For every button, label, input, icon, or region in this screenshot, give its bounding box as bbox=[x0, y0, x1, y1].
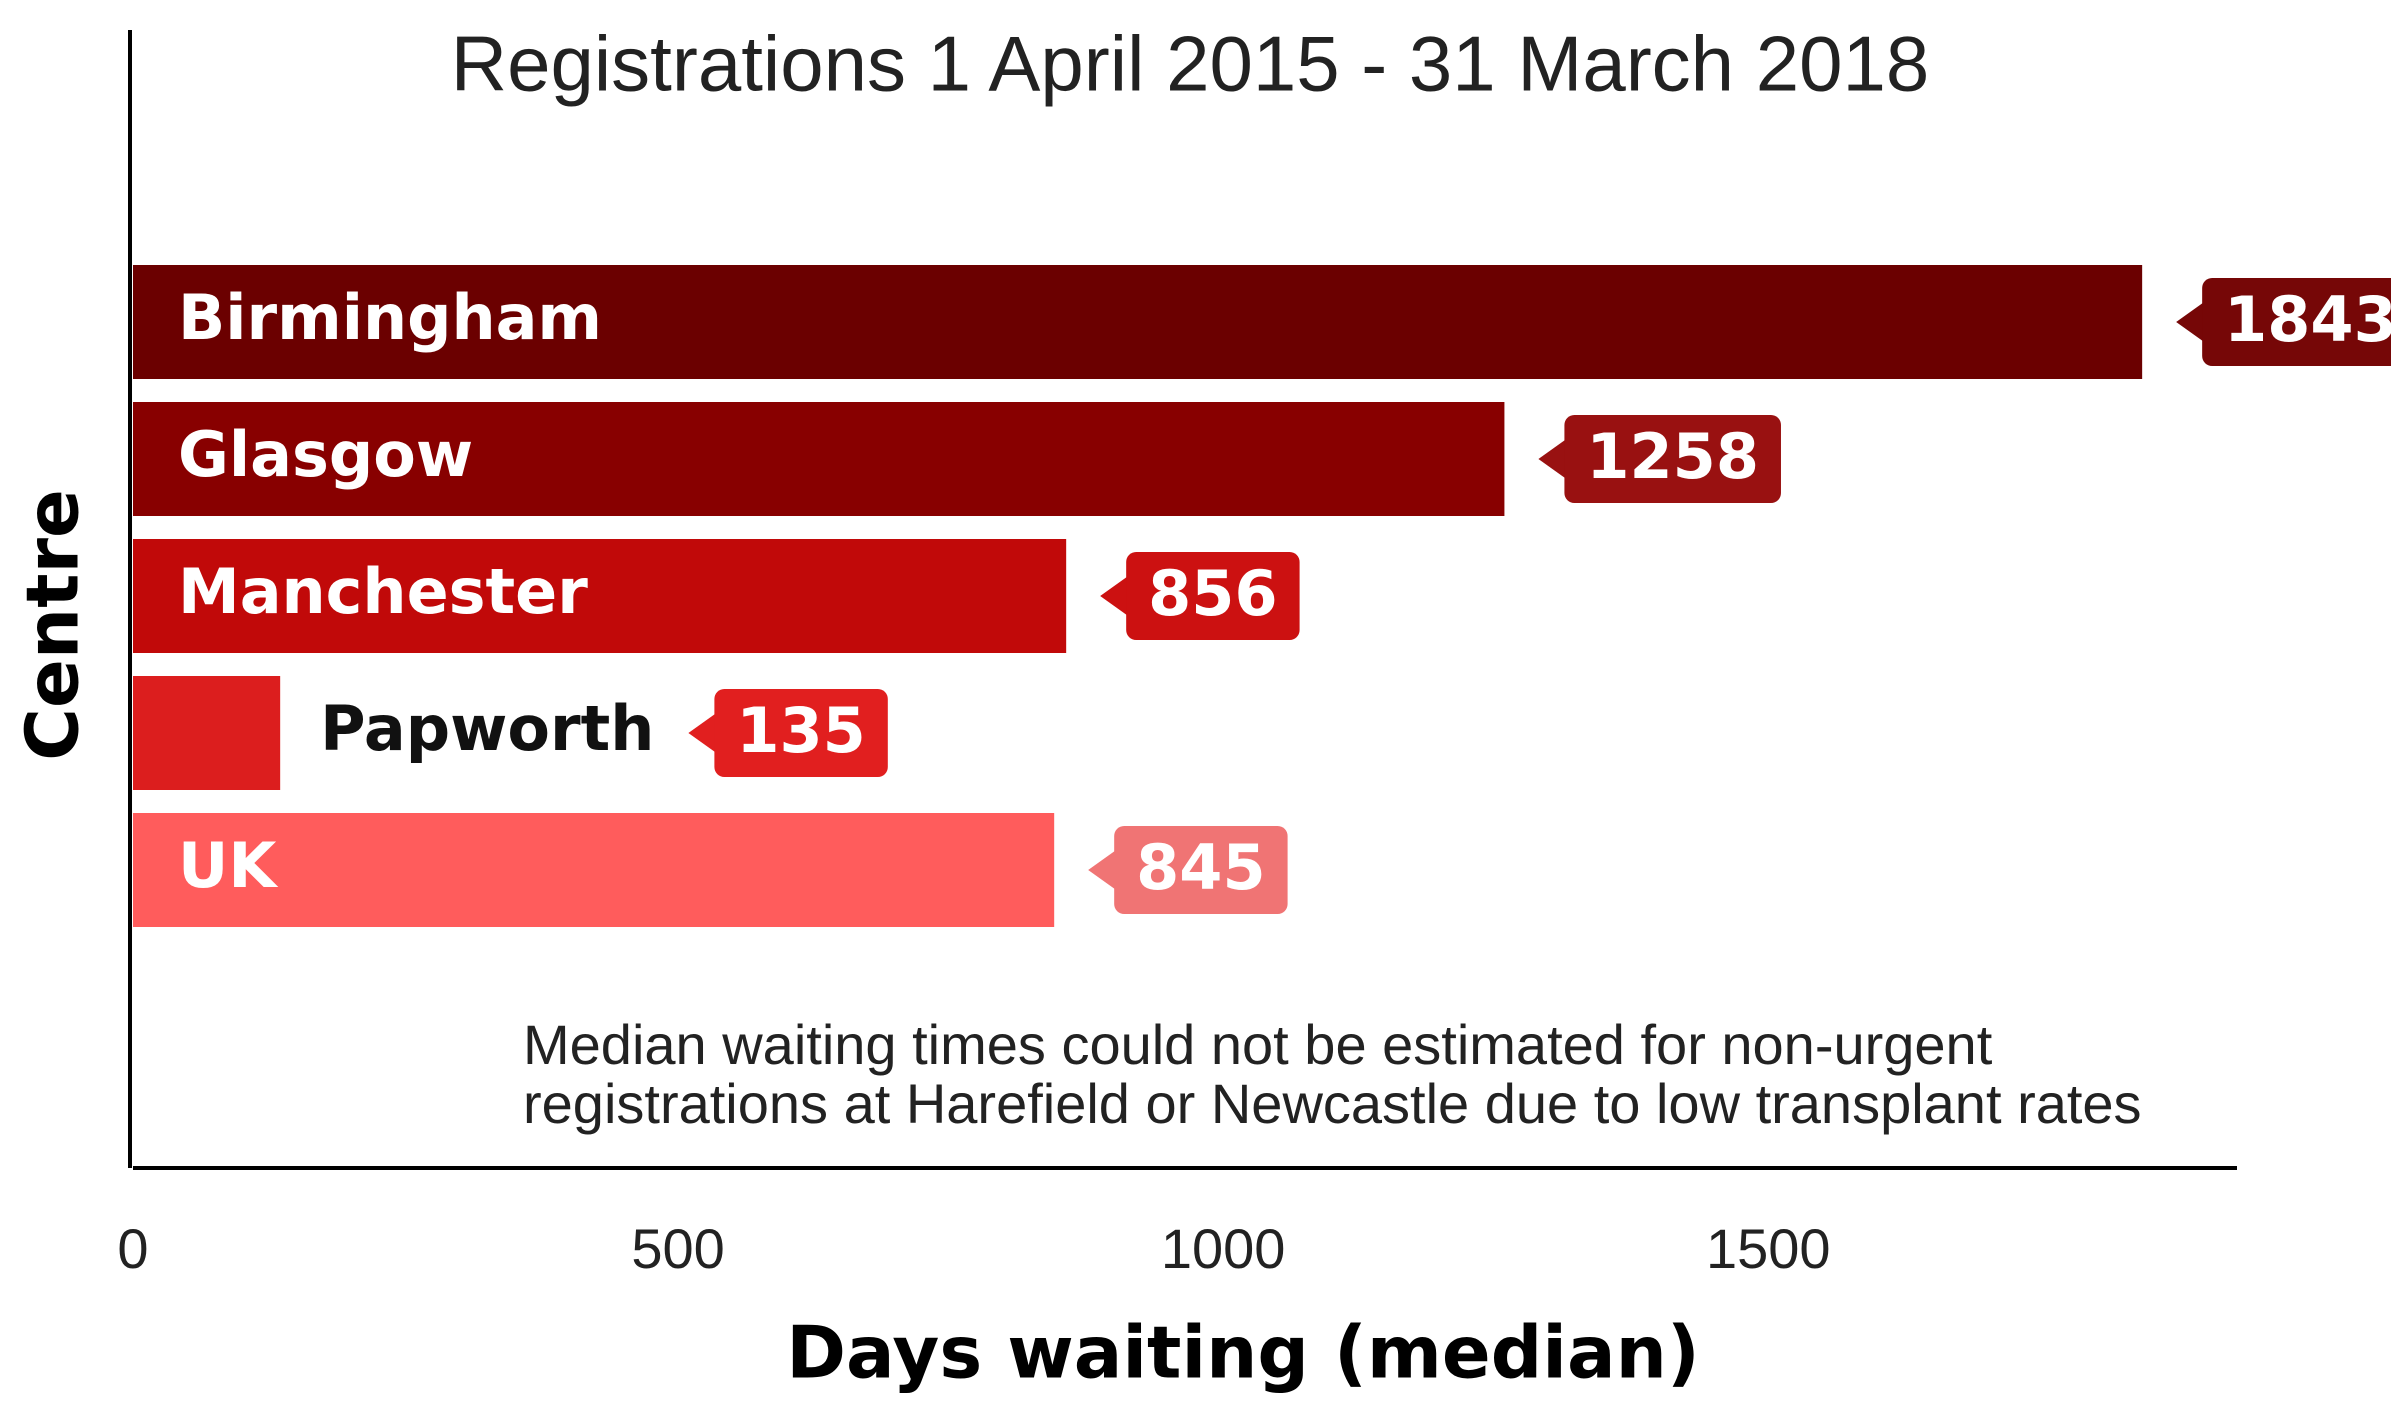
bar-label: Manchester bbox=[178, 555, 588, 628]
note-line: registrations at Harefield or Newcastle … bbox=[523, 1072, 2142, 1135]
x-tick-label: 1500 bbox=[1706, 1217, 1831, 1280]
x-axis-title: Days waiting (median) bbox=[786, 1311, 1699, 1395]
bar-label: Birmingham bbox=[178, 281, 602, 354]
bar-label: UK bbox=[178, 829, 278, 902]
value-label-box bbox=[1114, 826, 1288, 914]
value-label-box bbox=[714, 689, 888, 777]
note-line: Median waiting times could not be estima… bbox=[523, 1013, 1993, 1076]
value-label-pointer bbox=[2176, 302, 2205, 342]
value-label: 135 bbox=[736, 694, 865, 767]
bar-label: Papworth bbox=[320, 692, 654, 765]
x-tick-label: 1000 bbox=[1161, 1217, 1286, 1280]
value-label-box bbox=[1564, 415, 1781, 503]
value-label-pointer bbox=[1088, 850, 1117, 890]
bar bbox=[133, 265, 2143, 379]
value-label-box bbox=[2202, 278, 2391, 366]
value-label: 845 bbox=[1136, 831, 1265, 904]
bar bbox=[133, 813, 1055, 927]
value-label: 1843 bbox=[2224, 283, 2391, 356]
x-tick-label: 0 bbox=[117, 1217, 148, 1280]
bar bbox=[133, 402, 1505, 516]
value-label-pointer bbox=[1100, 576, 1129, 616]
chart-subtitle: Registrations 1 April 2015 - 31 March 20… bbox=[451, 20, 1930, 108]
bar bbox=[133, 676, 281, 790]
x-tick-label: 500 bbox=[631, 1217, 724, 1280]
bar bbox=[133, 539, 1067, 653]
value-label-box bbox=[1126, 552, 1300, 640]
bar-label: Glasgow bbox=[178, 418, 473, 491]
value-label-pointer bbox=[1538, 439, 1567, 479]
value-label: 1258 bbox=[1586, 420, 1759, 493]
value-label: 856 bbox=[1148, 557, 1277, 630]
y-axis-title: Centre bbox=[11, 489, 95, 761]
value-label-pointer bbox=[688, 713, 717, 753]
